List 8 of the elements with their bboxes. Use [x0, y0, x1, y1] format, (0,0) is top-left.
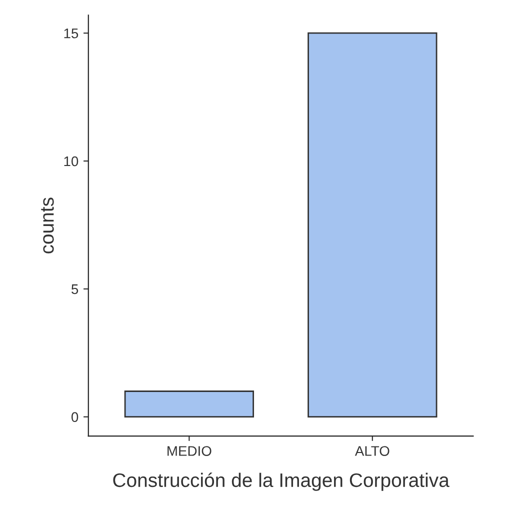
- y-tick-label: 5: [72, 284, 78, 294]
- x-axis-title: Construcción de la Imagen Corporativa: [113, 472, 450, 491]
- y-axis-title: counts: [41, 198, 54, 254]
- y-tick-label: 0: [71, 412, 78, 422]
- y-tick-label: 10: [64, 156, 78, 166]
- x-tick-label: ALTO: [354, 446, 390, 456]
- x-tick-label: MEDIO: [168, 446, 212, 456]
- y-tick-label: 15: [64, 28, 78, 38]
